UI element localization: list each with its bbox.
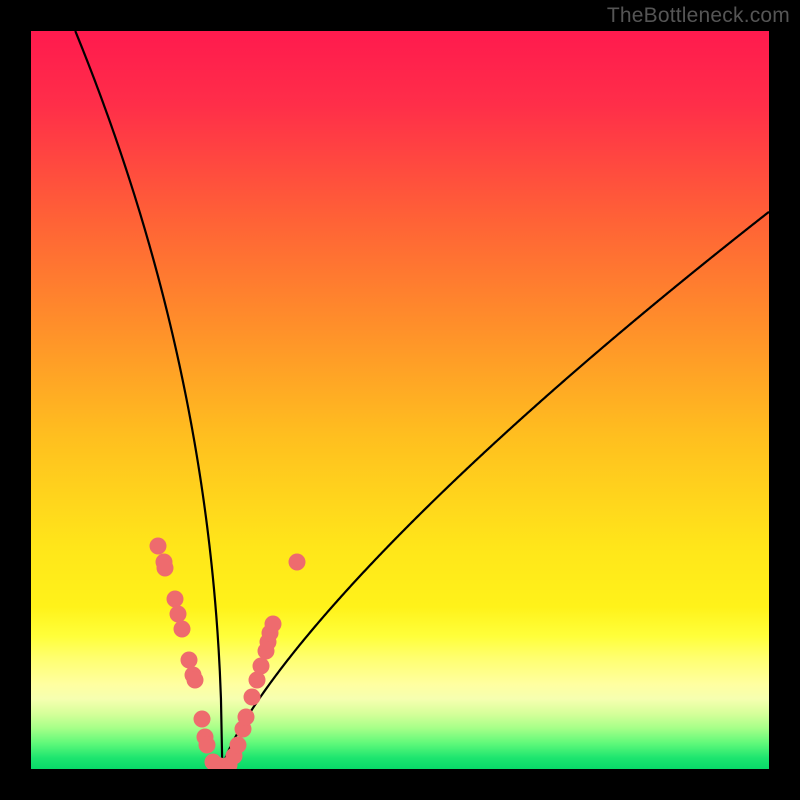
scatter-dot [229,737,246,754]
curve-path [75,31,769,764]
scatter-dot [248,672,265,689]
scatter-dot [186,672,203,689]
scatter-dot [194,710,211,727]
watermark-text: TheBottleneck.com [607,4,790,28]
scatter-dot [149,538,166,555]
scatter-dot [288,554,305,571]
curve-svg [31,31,769,769]
scatter-dot [198,737,215,754]
scatter-dot [173,620,190,637]
scatter-dot [253,657,270,674]
scatter-dot [157,560,174,577]
scatter-dot [265,616,282,633]
plot-area [31,31,769,769]
chart-canvas: TheBottleneck.com [0,0,800,800]
scatter-dot [244,688,261,705]
scatter-dot [238,709,255,726]
